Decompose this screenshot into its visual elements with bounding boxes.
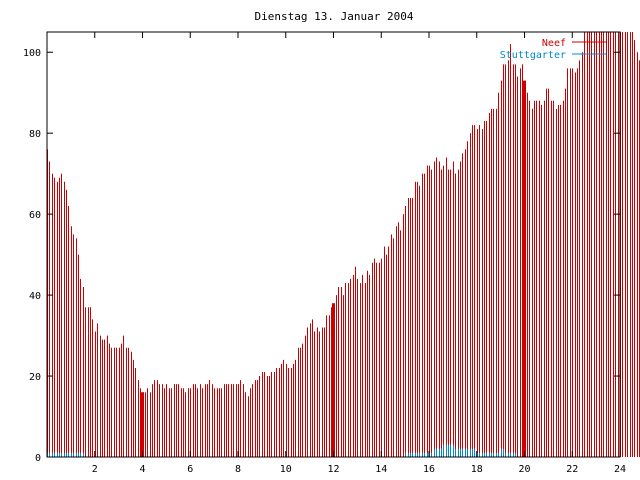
x-tick-label: 14	[375, 464, 387, 475]
y-tick-label: 60	[29, 210, 41, 221]
y-tick-label: 0	[35, 453, 41, 464]
legend-label: Neef	[542, 38, 566, 49]
plot-bars	[47, 32, 640, 457]
x-tick-label: 24	[614, 464, 626, 475]
y-tick-label: 40	[29, 291, 41, 302]
y-tick-label: 100	[23, 48, 41, 59]
x-tick-label: 8	[235, 464, 241, 475]
x-tick-label: 10	[280, 464, 292, 475]
x-tick-label: 6	[187, 464, 193, 475]
chart-title: Dienstag 13. Januar 2004	[255, 10, 414, 23]
x-tick-label: 16	[423, 464, 435, 475]
x-tick-label: 2	[92, 464, 98, 475]
y-tick-label: 80	[29, 129, 41, 140]
legend-label: Stuttgarter	[500, 50, 566, 61]
x-tick-label: 12	[327, 464, 339, 475]
x-tick-label: 4	[139, 464, 145, 475]
y-tick-label: 20	[29, 372, 41, 383]
x-tick-label: 22	[566, 464, 578, 475]
x-tick-label: 20	[518, 464, 530, 475]
x-tick-label: 18	[471, 464, 483, 475]
y-axis: 0 20 40 60 80 100	[23, 48, 620, 464]
x-axis: 2 4 6 8 10 12 14 16 18 20 22 24	[92, 32, 626, 475]
